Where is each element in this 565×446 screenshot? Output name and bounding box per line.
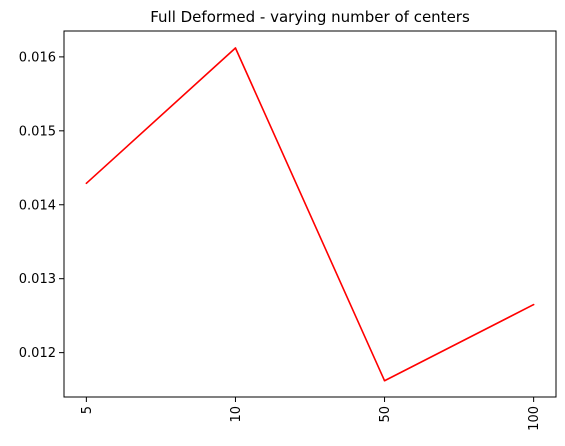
- y-tick-label: 0.015: [19, 124, 56, 139]
- y-tick-label: 0.014: [19, 198, 56, 213]
- y-tick-label: 0.016: [19, 50, 56, 65]
- y-tick-label: 0.013: [19, 272, 56, 287]
- x-tick-label: 5: [80, 406, 95, 414]
- axes-frame: [63, 30, 557, 398]
- data-point: [85, 182, 88, 185]
- data-point: [532, 303, 535, 306]
- y-tick-label: 0.012: [19, 346, 56, 361]
- series-line: [85, 47, 535, 382]
- data-point: [383, 379, 386, 382]
- data-point: [234, 47, 237, 49]
- x-tick-label: 10: [229, 406, 244, 423]
- plot-area: 0.012 0.013 0.014 0.015 0.016 5 10 50 100: [19, 30, 557, 431]
- chart-title: Full Deformed - varying number of center…: [150, 8, 470, 26]
- x-tick-label: 100: [527, 406, 542, 431]
- x-tick-label: 50: [378, 406, 393, 423]
